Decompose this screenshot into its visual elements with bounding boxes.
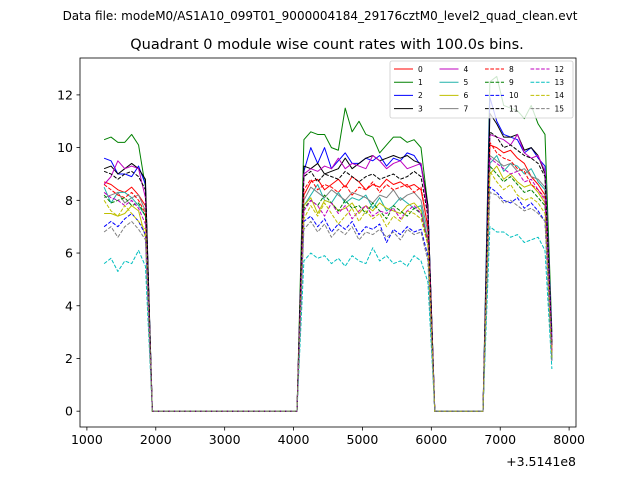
x-tick-label: 7000 — [484, 432, 516, 447]
y-tick-label: 2 — [65, 351, 73, 366]
y-tick-label: 4 — [65, 298, 73, 313]
x-tick-label: 4000 — [278, 432, 310, 447]
y-tick-label: 12 — [57, 87, 73, 102]
legend-label-12: 12 — [555, 65, 565, 74]
series-line-14 — [103, 170, 553, 412]
legend-label-7: 7 — [464, 104, 469, 113]
axes-frame — [79, 57, 577, 428]
legend-label-15: 15 — [555, 104, 565, 113]
series-line-12 — [103, 157, 553, 412]
legend-label-1: 1 — [418, 78, 423, 87]
x-tick-label: 1000 — [71, 432, 103, 447]
legend-label-6: 6 — [464, 91, 469, 100]
series-line-15 — [103, 191, 553, 412]
legend-label-13: 13 — [555, 78, 565, 87]
legend-label-5: 5 — [464, 78, 469, 87]
y-tick-label: 0 — [65, 404, 73, 419]
plot-area: 1000 2000 3000 4000 5000 6000 7000 800002468101… — [57, 57, 585, 447]
legend-label-14: 14 — [555, 91, 565, 100]
legend-label-11: 11 — [509, 104, 519, 113]
legend-box — [389, 60, 574, 119]
legend-label-0: 0 — [418, 65, 423, 74]
legend-label-2: 2 — [418, 91, 423, 100]
legend-label-9: 9 — [509, 78, 514, 87]
x-tick-label: 2000 — [140, 432, 172, 447]
legend-label-4: 4 — [464, 65, 469, 74]
legend-label-10: 10 — [509, 91, 519, 100]
x-tick-label: 5000 — [347, 432, 379, 447]
x-tick-label: 3000 — [209, 432, 241, 447]
x-tick-label: 8000 — [553, 432, 585, 447]
data-file-suptitle: Data file: modeM0/AS1A10_099T01_90000041… — [63, 9, 578, 23]
series-group — [103, 75, 553, 412]
y-tick-label: 8 — [65, 193, 73, 208]
chart-title: Quadrant 0 module wise count rates with … — [130, 37, 524, 53]
x-axis-offset-label: +3.5141e8 — [506, 454, 576, 469]
x-tick-label: 6000 — [415, 432, 447, 447]
series-line-7 — [103, 155, 553, 412]
y-tick-label: 10 — [57, 140, 73, 155]
y-tick-label: 6 — [65, 246, 73, 261]
legend-label-3: 3 — [418, 104, 423, 113]
legend-label-8: 8 — [509, 65, 514, 74]
